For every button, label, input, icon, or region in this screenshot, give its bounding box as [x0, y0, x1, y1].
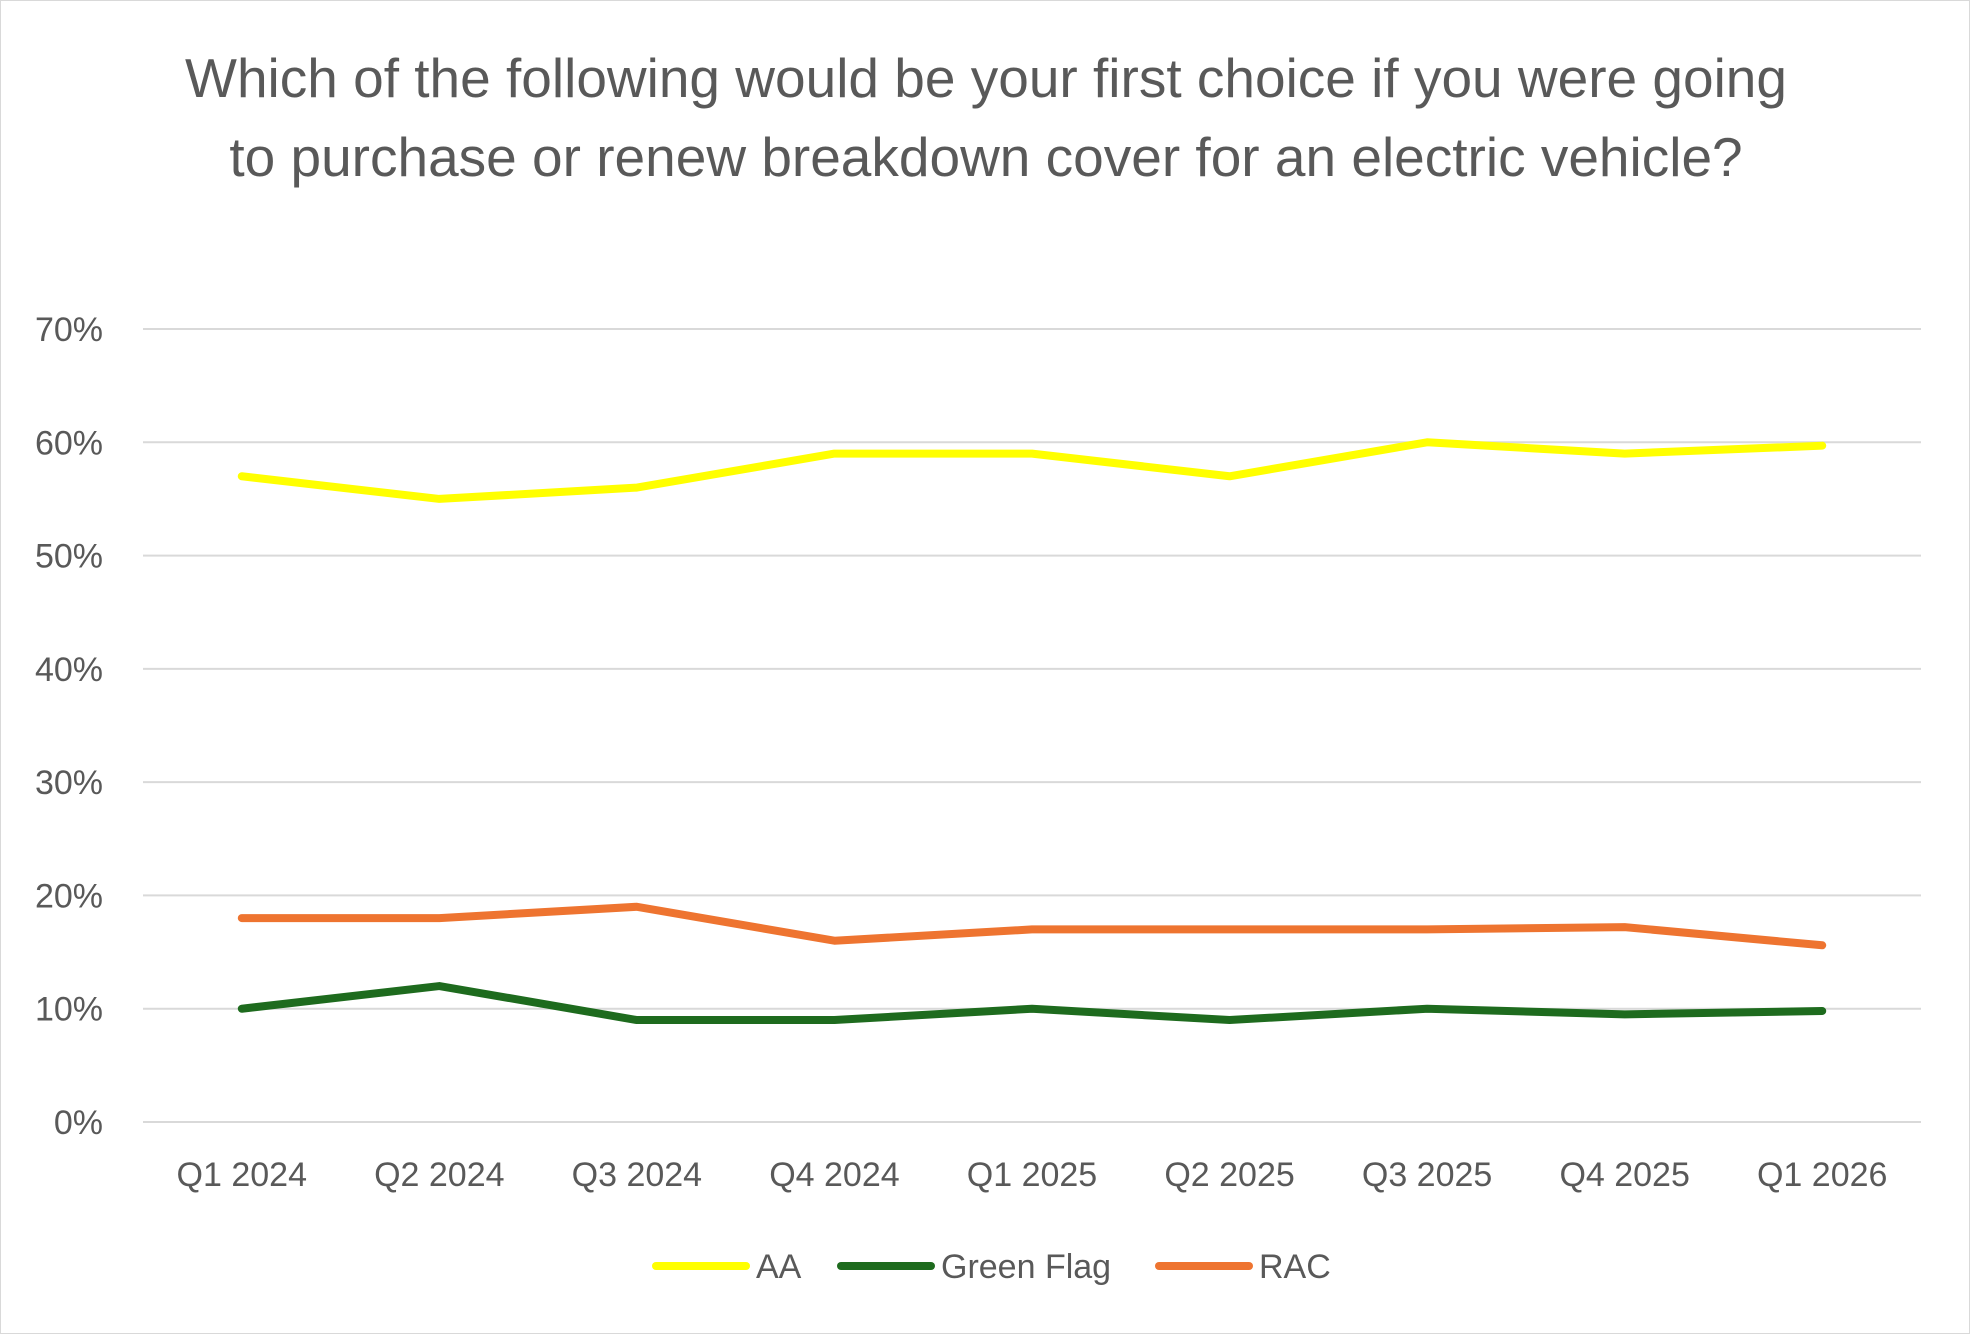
- y-tick-label: 40%: [35, 651, 103, 689]
- y-tick-label: 30%: [35, 764, 103, 802]
- data-point: [1821, 1010, 1823, 1012]
- data-point: [1426, 1008, 1428, 1010]
- y-tick-label: 20%: [35, 877, 103, 915]
- data-point: [1031, 1008, 1033, 1010]
- data-point: [833, 453, 835, 455]
- x-tick-label: Q2 2024: [374, 1156, 504, 1194]
- x-axis-ticks: Q1 2024 Q2 2024 Q3 2024 Q4 2024 Q1 2025 Q2 20…: [177, 1156, 1888, 1194]
- y-tick-label: 10%: [35, 991, 103, 1029]
- x-tick-label: Q3 2025: [1362, 1156, 1492, 1194]
- data-point: [1229, 475, 1231, 477]
- data-point: [438, 985, 440, 987]
- data-point: [1229, 928, 1231, 930]
- x-tick-label: Q3 2024: [572, 1156, 702, 1194]
- data-point: [1229, 1019, 1231, 1021]
- series-line-green-flag: [237, 982, 1827, 1025]
- data-point: [438, 917, 440, 919]
- data-point: [1624, 926, 1626, 928]
- series-line-rac: [237, 902, 1827, 950]
- x-tick-label: Q1 2026: [1757, 1156, 1887, 1194]
- x-tick-label: Q1 2025: [967, 1156, 1097, 1194]
- y-tick-label: 60%: [35, 424, 103, 462]
- x-tick-label: Q1 2024: [177, 1156, 307, 1194]
- legend: AA Green Flag RAC: [652, 1248, 1331, 1286]
- data-point: [1031, 453, 1033, 455]
- legend-label: RAC: [1259, 1248, 1331, 1286]
- data-point: [1624, 453, 1626, 455]
- gridlines: [143, 328, 1921, 1123]
- x-tick-label: Q2 2025: [1164, 1156, 1294, 1194]
- data-point: [438, 498, 440, 500]
- data-point: [1624, 1013, 1626, 1015]
- y-tick-label: 50%: [35, 538, 103, 576]
- data-point: [833, 1019, 835, 1021]
- legend-label: AA: [756, 1248, 802, 1286]
- data-point: [1821, 944, 1823, 946]
- x-tick-label: Q4 2024: [769, 1156, 899, 1194]
- data-point: [241, 1008, 243, 1010]
- data-point: [241, 917, 243, 919]
- y-tick-label: 0%: [54, 1104, 103, 1142]
- data-point: [1821, 445, 1823, 447]
- series-lines: [237, 438, 1827, 1025]
- data-point: [1426, 928, 1428, 930]
- series-line-aa: [237, 438, 1827, 503]
- data-point: [1426, 441, 1428, 443]
- data-point: [636, 1019, 638, 1021]
- data-point: [636, 906, 638, 908]
- y-tick-label: 70%: [35, 311, 103, 349]
- y-axis-ticks: 0% 10% 20% 30% 40% 50% 60% 70%: [35, 311, 103, 1142]
- data-point: [833, 940, 835, 942]
- data-point: [1031, 928, 1033, 930]
- data-point: [636, 487, 638, 489]
- x-tick-label: Q4 2025: [1559, 1156, 1689, 1194]
- chart-title: Which of the following would be your fir…: [185, 47, 1787, 188]
- data-point: [241, 475, 243, 477]
- legend-label: Green Flag: [941, 1248, 1111, 1286]
